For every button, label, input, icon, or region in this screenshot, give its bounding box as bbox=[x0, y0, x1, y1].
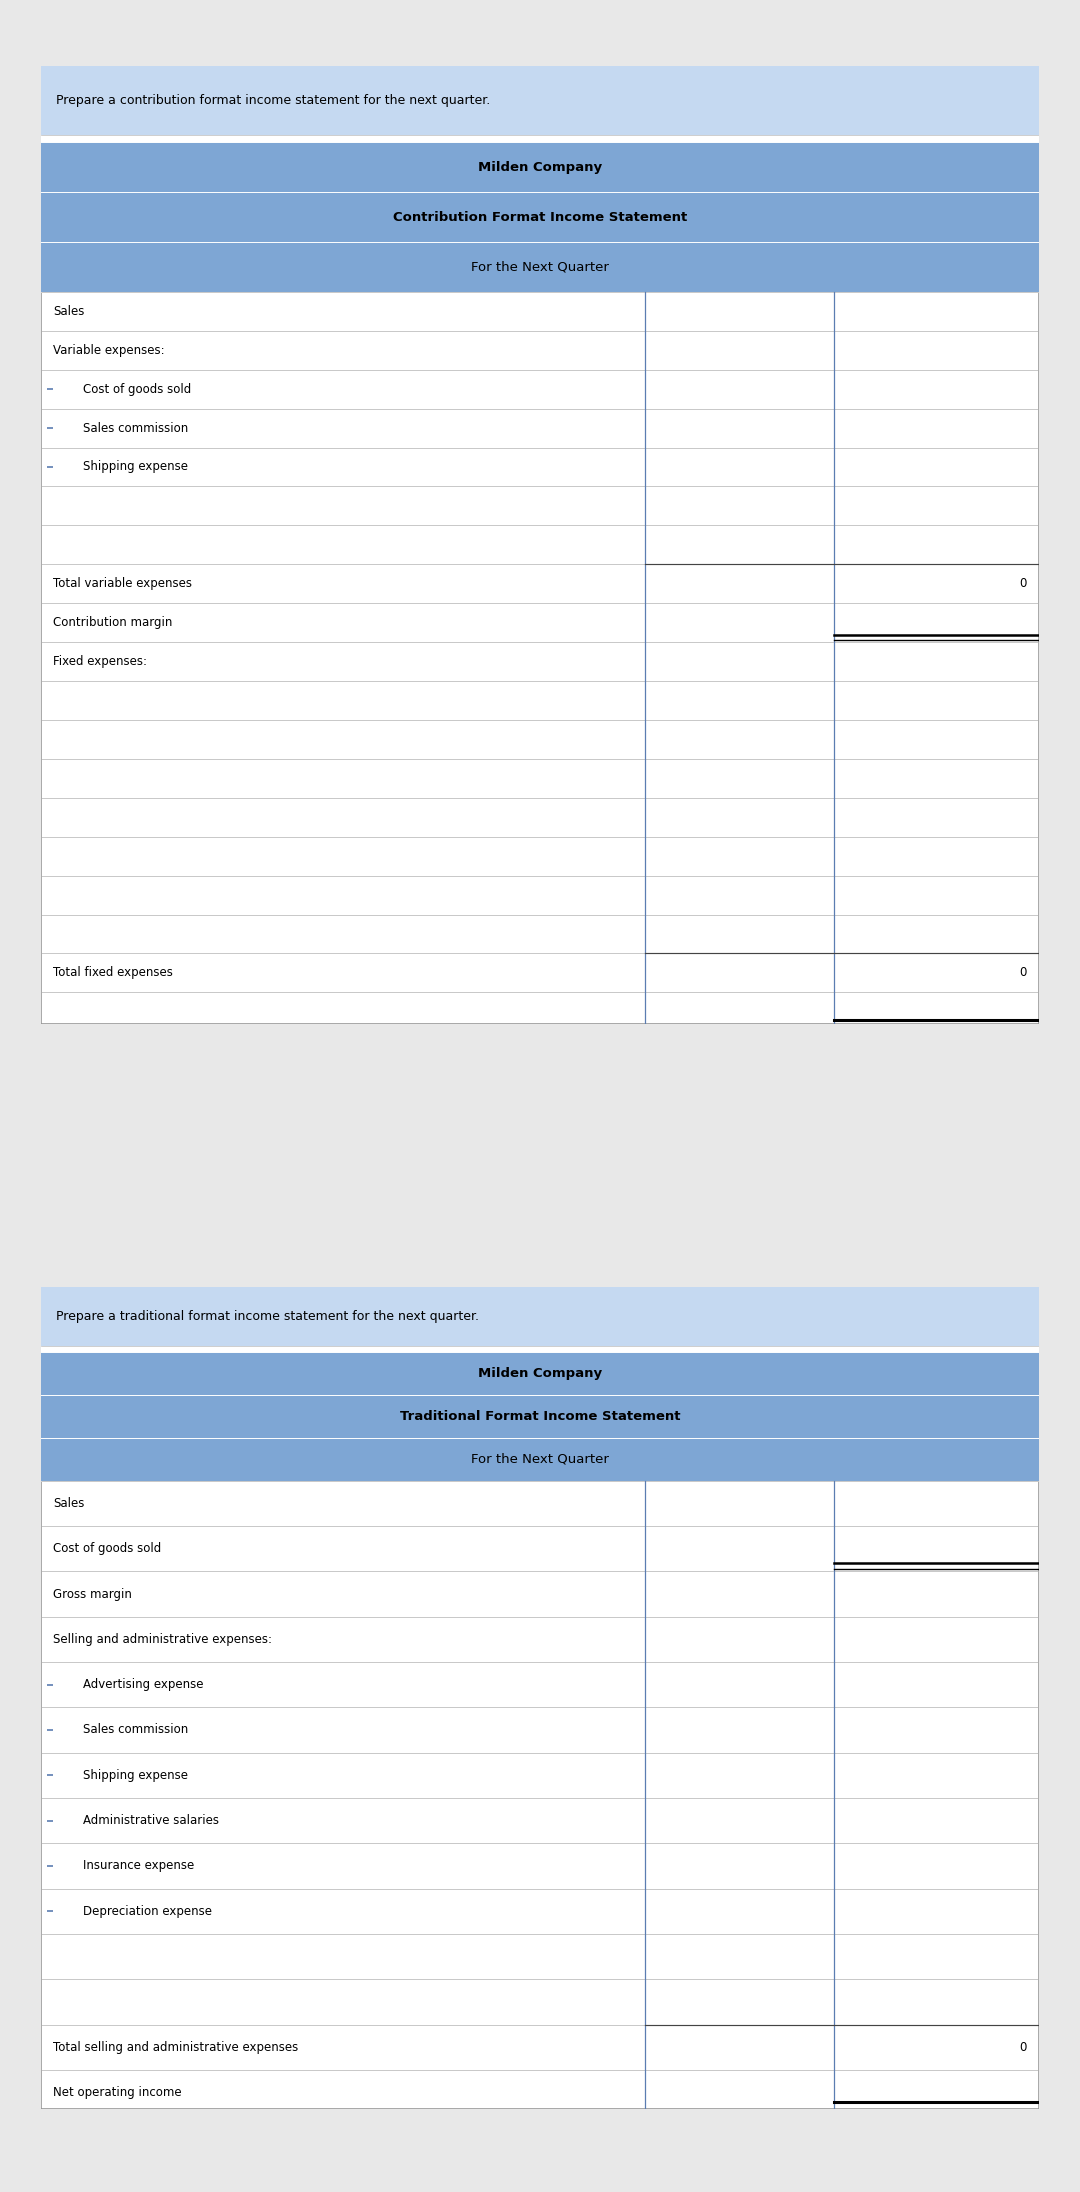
Bar bbox=[41, 134, 1039, 142]
Text: Total fixed expenses: Total fixed expenses bbox=[53, 967, 173, 980]
Text: 0: 0 bbox=[1020, 967, 1027, 980]
Text: Contribution margin: Contribution margin bbox=[53, 616, 173, 629]
Text: Gross margin: Gross margin bbox=[53, 1587, 132, 1600]
Text: Traditional Format Income Statement: Traditional Format Income Statement bbox=[400, 1409, 680, 1423]
Bar bbox=[41, 1396, 1039, 1438]
Text: Depreciation expense: Depreciation expense bbox=[83, 1905, 212, 1918]
Text: Prepare a traditional format income statement for the next quarter.: Prepare a traditional format income stat… bbox=[56, 1311, 480, 1322]
Text: Fixed expenses:: Fixed expenses: bbox=[53, 655, 147, 669]
Text: Sales commission: Sales commission bbox=[83, 421, 188, 434]
Text: Milden Company: Milden Company bbox=[478, 160, 602, 173]
Text: Cost of goods sold: Cost of goods sold bbox=[83, 384, 191, 395]
Text: Insurance expense: Insurance expense bbox=[83, 1859, 194, 1872]
Text: Advertising expense: Advertising expense bbox=[83, 1679, 203, 1692]
Text: Cost of goods sold: Cost of goods sold bbox=[53, 1543, 161, 1554]
Text: Contribution Format Income Statement: Contribution Format Income Statement bbox=[393, 210, 687, 224]
Text: Prepare a contribution format income statement for the next quarter.: Prepare a contribution format income sta… bbox=[56, 94, 490, 107]
Bar bbox=[41, 1346, 1039, 1352]
Bar bbox=[41, 1287, 1039, 1346]
Text: Total selling and administrative expenses: Total selling and administrative expense… bbox=[53, 2041, 298, 2054]
Text: Net operating income: Net operating income bbox=[53, 2087, 181, 2100]
Text: Selling and administrative expenses:: Selling and administrative expenses: bbox=[53, 1633, 272, 1646]
Bar bbox=[41, 66, 1039, 134]
Bar bbox=[41, 241, 1039, 292]
Text: Shipping expense: Shipping expense bbox=[83, 1769, 188, 1782]
Text: Administrative salaries: Administrative salaries bbox=[83, 1815, 219, 1828]
Text: Sales: Sales bbox=[53, 1497, 84, 1510]
Text: For the Next Quarter: For the Next Quarter bbox=[471, 261, 609, 274]
Text: 0: 0 bbox=[1020, 2041, 1027, 2054]
Text: 0: 0 bbox=[1020, 576, 1027, 590]
Text: Variable expenses:: Variable expenses: bbox=[53, 344, 164, 357]
Text: Milden Company: Milden Company bbox=[478, 1368, 602, 1381]
Text: Shipping expense: Shipping expense bbox=[83, 460, 188, 473]
Text: For the Next Quarter: For the Next Quarter bbox=[471, 1453, 609, 1466]
Bar bbox=[41, 1352, 1039, 1396]
Bar bbox=[41, 193, 1039, 241]
Bar bbox=[41, 1438, 1039, 1482]
Text: Sales: Sales bbox=[53, 305, 84, 318]
Text: Sales commission: Sales commission bbox=[83, 1723, 188, 1736]
Text: Total variable expenses: Total variable expenses bbox=[53, 576, 192, 590]
Bar bbox=[41, 142, 1039, 193]
